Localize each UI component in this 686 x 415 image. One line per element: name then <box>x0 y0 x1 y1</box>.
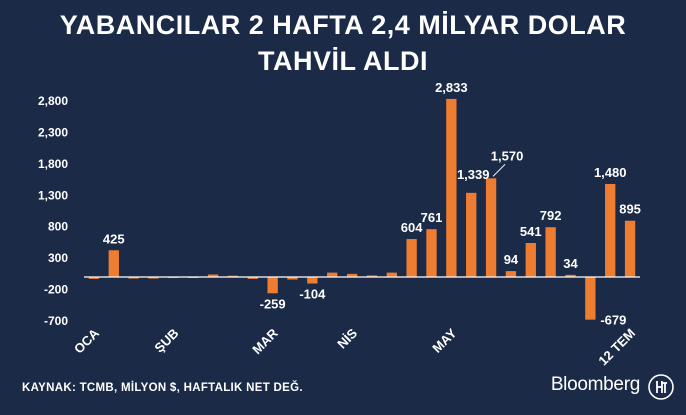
bar <box>346 273 358 277</box>
bloomberg-wordmark: Bloomberg <box>550 374 640 395</box>
bar <box>287 277 298 280</box>
bar <box>565 274 576 277</box>
data-label: 541 <box>520 224 542 239</box>
y-tick-label: 1,300 <box>38 188 68 202</box>
bar <box>307 277 318 284</box>
bar <box>207 274 219 277</box>
data-label-leader <box>492 163 506 177</box>
bar <box>605 183 616 277</box>
bar <box>88 277 100 279</box>
y-tick-label: 300 <box>48 251 68 265</box>
x-tick-label: MAY <box>429 325 459 355</box>
y-tick-label: 800 <box>48 220 68 234</box>
bar <box>148 277 159 279</box>
x-tick-label: MAR <box>249 325 281 357</box>
data-label: -104 <box>299 287 326 302</box>
data-label: 1,480 <box>594 165 627 180</box>
bar <box>247 277 258 279</box>
bar <box>128 277 139 279</box>
data-label: -259 <box>260 296 286 311</box>
data-label: 1,339 <box>457 167 490 182</box>
data-label: 604 <box>401 220 423 235</box>
data-label: 94 <box>504 252 519 267</box>
bar <box>585 277 596 320</box>
bar <box>624 220 636 277</box>
bar <box>327 272 338 277</box>
y-tick-label: -700 <box>44 314 68 328</box>
y-tick-label: 2,300 <box>38 125 68 139</box>
data-label: 792 <box>540 208 562 223</box>
data-label: 895 <box>619 202 641 217</box>
data-label: 2,833 <box>435 80 468 95</box>
bar <box>267 277 278 294</box>
chart-title-line-1: YABANCILAR 2 HAFTA 2,4 MİLYAR DOLAR <box>59 10 627 40</box>
y-tick-label: 2,800 <box>38 94 68 108</box>
x-tick-label: 12 TEM <box>595 326 638 369</box>
x-tick-label: NİS <box>334 325 360 351</box>
bar <box>366 275 378 277</box>
bar <box>485 178 497 277</box>
data-label: 1,570 <box>491 148 524 163</box>
bar <box>525 242 536 277</box>
bar <box>386 272 397 277</box>
bar <box>426 229 437 277</box>
bar <box>108 250 119 277</box>
x-tick-label: ŞUB <box>151 326 181 356</box>
bar <box>545 227 556 277</box>
source-note: KAYNAK: TCMB, MİLYON $, HAFTALIK NET DEĞ… <box>22 382 303 394</box>
data-label: 425 <box>103 231 125 246</box>
bar <box>446 98 457 277</box>
bar <box>466 192 477 277</box>
data-label: -679 <box>600 313 626 328</box>
data-label: 761 <box>421 210 443 225</box>
bar <box>505 271 517 277</box>
data-label: 34 <box>563 256 578 271</box>
bar <box>406 239 417 277</box>
x-tick-label: OCA <box>71 325 102 356</box>
ht-logo-icon <box>648 374 674 400</box>
y-tick-label: -200 <box>44 283 68 297</box>
chart-title-line-2: TAHVİL ALDI <box>258 46 428 76</box>
y-tick-label: 1,800 <box>38 157 68 171</box>
